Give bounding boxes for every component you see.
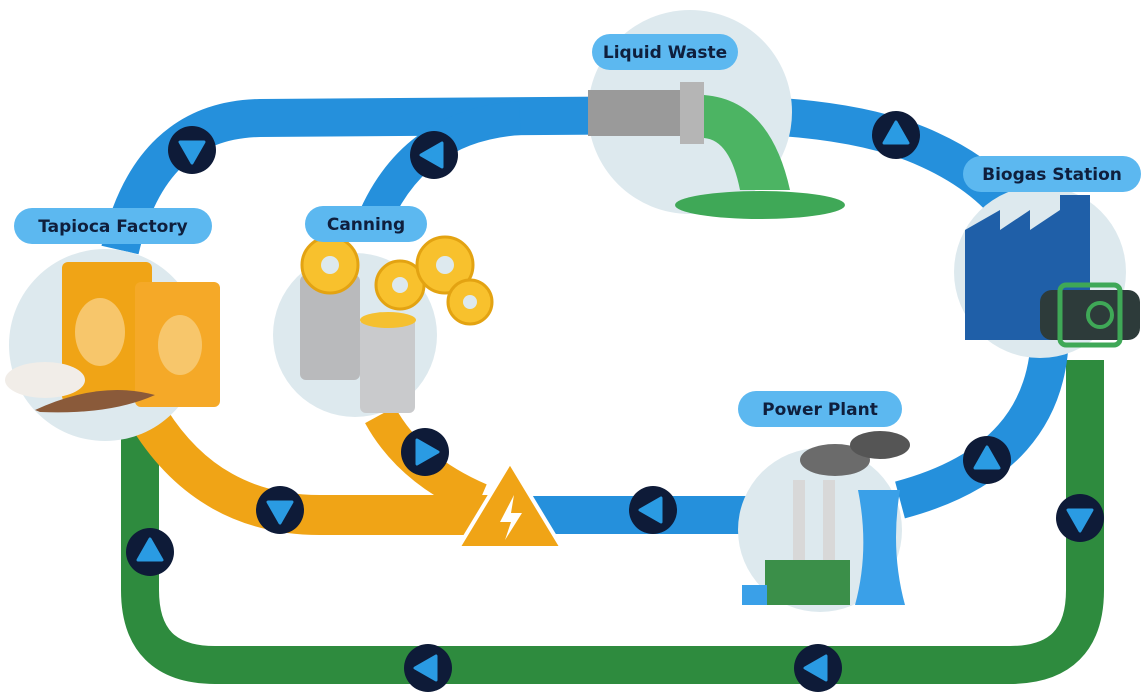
flow-arrow — [410, 131, 458, 179]
pipes — [120, 115, 1085, 665]
flow-arrow — [872, 111, 920, 159]
flow-arrow — [401, 428, 449, 476]
flow-arrow — [1056, 494, 1104, 542]
hole — [321, 256, 339, 274]
blue-pipe-main — [120, 115, 1050, 500]
smoke — [850, 431, 910, 459]
waste-pipe-end — [680, 82, 704, 144]
node-label: Tapioca Factory — [38, 217, 187, 237]
flow-arrows — [126, 111, 1104, 692]
plant-annex — [742, 585, 767, 605]
flow-arrow — [629, 486, 677, 534]
flow-arrow — [963, 436, 1011, 484]
diagram: Liquid Waste Biogas Station Tapioca Fact… — [0, 0, 1142, 699]
tapioca-root-2 — [158, 315, 202, 375]
node-label: Canning — [327, 215, 405, 235]
flow-arrow — [256, 486, 304, 534]
waste-puddle — [675, 191, 845, 219]
plant-building — [765, 560, 850, 605]
flow-arrow — [404, 644, 452, 692]
hole — [392, 277, 408, 293]
flow-arrow — [794, 644, 842, 692]
node-label: Liquid Waste — [603, 43, 727, 63]
can-2 — [360, 318, 415, 413]
node-label: Biogas Station — [982, 165, 1122, 185]
tapioca-flour — [5, 362, 85, 398]
can-top — [360, 312, 416, 328]
hole — [463, 295, 477, 309]
flow-arrow — [168, 126, 216, 174]
hole — [436, 256, 454, 274]
flow-arrow — [126, 528, 174, 576]
tapioca-root-1 — [75, 298, 125, 366]
waste-pipe — [588, 90, 688, 136]
node-label: Power Plant — [762, 400, 878, 420]
